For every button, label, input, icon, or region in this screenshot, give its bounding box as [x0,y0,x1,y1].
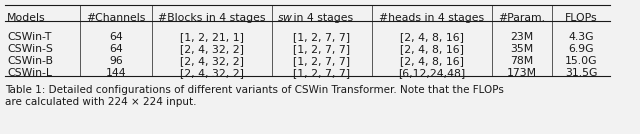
Text: are calculated with 224 × 224 input.: are calculated with 224 × 224 input. [5,97,196,107]
Text: 64: 64 [109,32,123,42]
Text: FLOPs: FLOPs [564,13,597,23]
Text: CSWin-S: CSWin-S [7,44,53,54]
Text: #Blocks in 4 stages: #Blocks in 4 stages [158,13,266,23]
Text: 144: 144 [106,68,126,78]
Text: 31.5G: 31.5G [565,68,597,78]
Text: 96: 96 [109,56,123,66]
Text: 35M: 35M [510,44,534,54]
Text: Models: Models [7,13,45,23]
Text: [6,12,24,48]: [6,12,24,48] [398,68,466,78]
Text: CSWin-T: CSWin-T [7,32,51,42]
Text: [2, 4, 32, 2]: [2, 4, 32, 2] [180,56,244,66]
Text: 78M: 78M [510,56,534,66]
Text: 64: 64 [109,44,123,54]
Text: [2, 4, 32, 2]: [2, 4, 32, 2] [180,44,244,54]
Text: 6.9G: 6.9G [568,44,594,54]
Text: in 4 stages: in 4 stages [290,13,353,23]
Text: [1, 2, 7, 7]: [1, 2, 7, 7] [293,56,351,66]
Text: #Param.: #Param. [499,13,545,23]
Text: [1, 2, 7, 7]: [1, 2, 7, 7] [293,32,351,42]
Text: CSWin-L: CSWin-L [7,68,52,78]
Text: 15.0G: 15.0G [564,56,597,66]
Text: 23M: 23M [510,32,534,42]
Text: CSWin-B: CSWin-B [7,56,53,66]
Text: [2, 4, 32, 2]: [2, 4, 32, 2] [180,68,244,78]
Text: [1, 2, 7, 7]: [1, 2, 7, 7] [293,68,351,78]
Text: [1, 2, 21, 1]: [1, 2, 21, 1] [180,32,244,42]
Text: [1, 2, 7, 7]: [1, 2, 7, 7] [293,44,351,54]
Text: [2, 4, 8, 16]: [2, 4, 8, 16] [400,56,464,66]
Text: #heads in 4 stages: #heads in 4 stages [380,13,484,23]
Text: $sw$: $sw$ [277,13,294,23]
Text: #Channels: #Channels [86,13,146,23]
Text: Table 1: Detailed configurations of different variants of CSWin Transformer. Not: Table 1: Detailed configurations of diff… [5,85,504,95]
Text: 4.3G: 4.3G [568,32,594,42]
Text: 173M: 173M [507,68,537,78]
Text: [2, 4, 8, 16]: [2, 4, 8, 16] [400,32,464,42]
Text: [2, 4, 8, 16]: [2, 4, 8, 16] [400,44,464,54]
